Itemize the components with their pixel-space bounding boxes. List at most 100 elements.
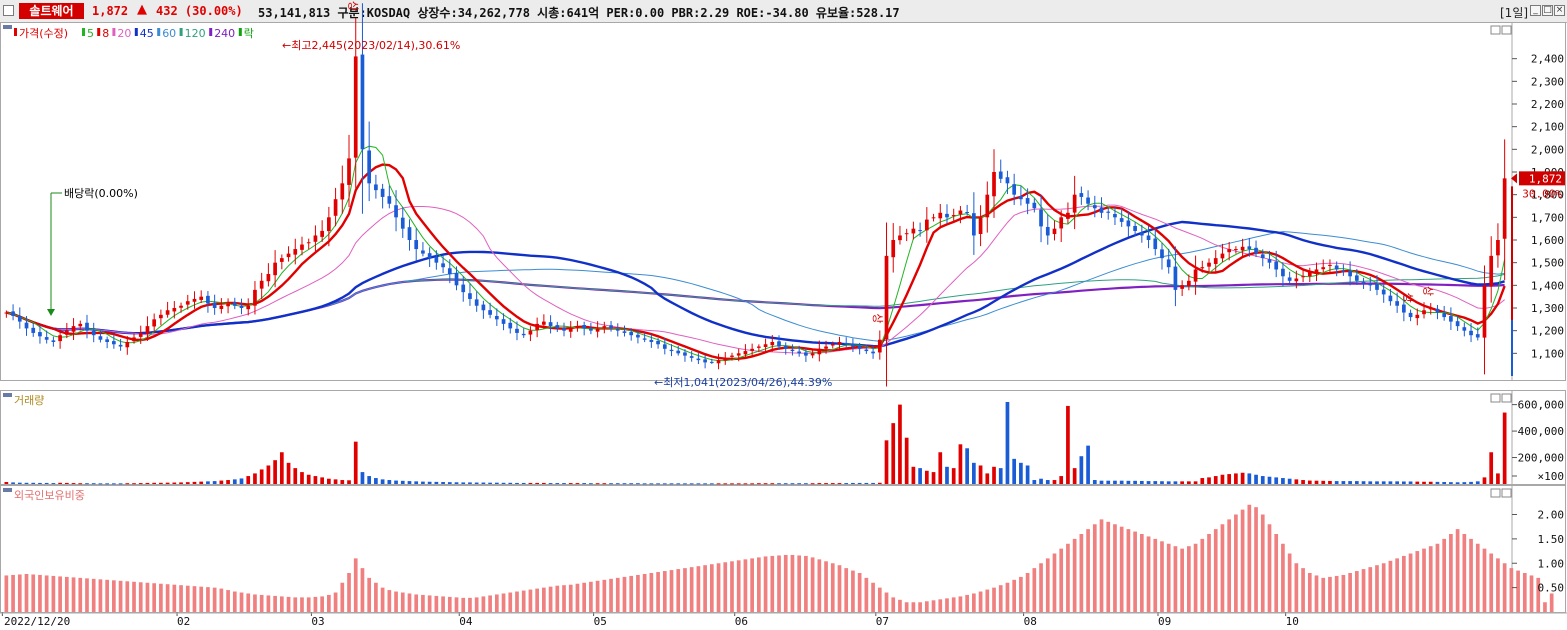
candle-body: [1442, 313, 1447, 318]
candle-body: [730, 355, 734, 357]
volume-bar: [1086, 445, 1090, 484]
volume-bar: [118, 483, 123, 485]
x-tick-label: 02: [177, 615, 190, 628]
foreign-bar: [1066, 543, 1070, 612]
volume-bar: [582, 483, 587, 485]
candle-body: [1328, 264, 1332, 266]
foreign-bar: [1267, 524, 1272, 612]
volume-bar: [51, 483, 56, 485]
candle-body: [1475, 334, 1480, 338]
period-selector[interactable]: [1일]: [1500, 6, 1529, 20]
legend-item: 8: [102, 27, 109, 40]
close-button[interactable]: ×: [1554, 5, 1565, 16]
volume-bar: [1039, 478, 1043, 484]
candle-body: [568, 328, 573, 332]
volume-bar: [918, 468, 922, 484]
candle-body: [851, 343, 855, 347]
volume-bar: [1402, 481, 1406, 484]
foreign-bar: [447, 596, 452, 612]
candle-body: [1126, 220, 1131, 227]
candle-body: [279, 258, 284, 262]
maximize-button[interactable]: □: [1542, 5, 1553, 16]
foreign-bar: [1193, 543, 1198, 612]
volume-bar: [1119, 480, 1124, 484]
volume-bar: [387, 480, 392, 484]
foreign-bar: [1402, 555, 1406, 612]
volume-bar: [562, 483, 566, 485]
volume-bar: [434, 481, 439, 484]
volume-bar: [232, 479, 237, 484]
candle-body: [1254, 247, 1258, 254]
x-tick-label: 06: [735, 615, 748, 628]
volume-bar: [125, 483, 130, 485]
volume-bar: [877, 482, 882, 484]
volume-bar: [985, 473, 990, 484]
minimize-button[interactable]: _: [1530, 5, 1541, 16]
volume-bar: [400, 480, 405, 484]
candle-body: [360, 54, 365, 150]
volume-bar: [736, 483, 741, 485]
volume-bar: [689, 483, 694, 485]
candle-body: [31, 327, 36, 333]
candle-body: [884, 255, 889, 340]
volume-bar: [797, 483, 802, 485]
candle-body: [535, 323, 539, 330]
foreign-bar: [636, 574, 640, 612]
volume-bar: [226, 480, 230, 484]
price-tick-label: 2,300: [1531, 75, 1564, 88]
foreign-bar: [1220, 524, 1225, 612]
stock-name-badge[interactable]: 솔트웨어: [19, 3, 84, 19]
volume-bar: [1321, 480, 1326, 484]
price-panel-close-icon: [1501, 25, 1512, 35]
foreign-bar: [11, 574, 15, 612]
candle-body: [125, 342, 130, 348]
volume-bar: [71, 483, 76, 485]
volume-bar: [44, 482, 49, 484]
volume-bar: [273, 460, 277, 484]
volume-bar: [1301, 480, 1305, 484]
candle-body: [656, 340, 660, 345]
candle-body: [602, 326, 607, 328]
volume-bar: [898, 404, 902, 484]
candle-body: [777, 341, 781, 347]
foreign-bar: [253, 594, 257, 612]
candle-body: [790, 349, 795, 352]
foreign-bar: [723, 562, 728, 612]
foreign-bar: [125, 581, 130, 612]
candle-body: [871, 351, 875, 354]
foreign-bar: [219, 588, 224, 612]
volume-bar: [844, 483, 849, 485]
foreign-bar: [1462, 534, 1467, 612]
foreign-bar: [374, 582, 378, 612]
volume-bar: [891, 423, 896, 484]
volume-bar: [1422, 481, 1426, 484]
foreign-bar: [777, 555, 781, 612]
price-tick-label: 2,200: [1531, 98, 1564, 111]
volume-bar: [1207, 477, 1211, 484]
candle-body: [1227, 249, 1232, 253]
current-price: 1,872: [92, 4, 129, 18]
volume-bar: [11, 482, 15, 484]
volume-bar: [757, 483, 761, 485]
candle-body: [1334, 265, 1339, 270]
candle-body: [864, 349, 869, 352]
candle-body: [1019, 195, 1023, 200]
volume-bar: [481, 482, 486, 484]
volume-bar: [501, 482, 506, 484]
volume-bar: [1354, 481, 1359, 484]
foreign-bar: [642, 573, 647, 612]
candle-body: [629, 332, 634, 336]
candle-body: [763, 344, 768, 347]
volume-bar: [1045, 480, 1050, 484]
change-percent: (30.00%): [184, 4, 243, 18]
volume-bar: [159, 482, 163, 484]
foreign-bar: [662, 571, 667, 612]
candle-body: [817, 348, 822, 355]
foreign-bar: [1348, 573, 1352, 612]
foreign-bar: [1509, 568, 1514, 612]
foreign-bar: [394, 591, 398, 612]
link-checkbox[interactable]: [3, 5, 14, 16]
candle-body: [98, 336, 103, 340]
foreign-bar: [367, 577, 372, 612]
